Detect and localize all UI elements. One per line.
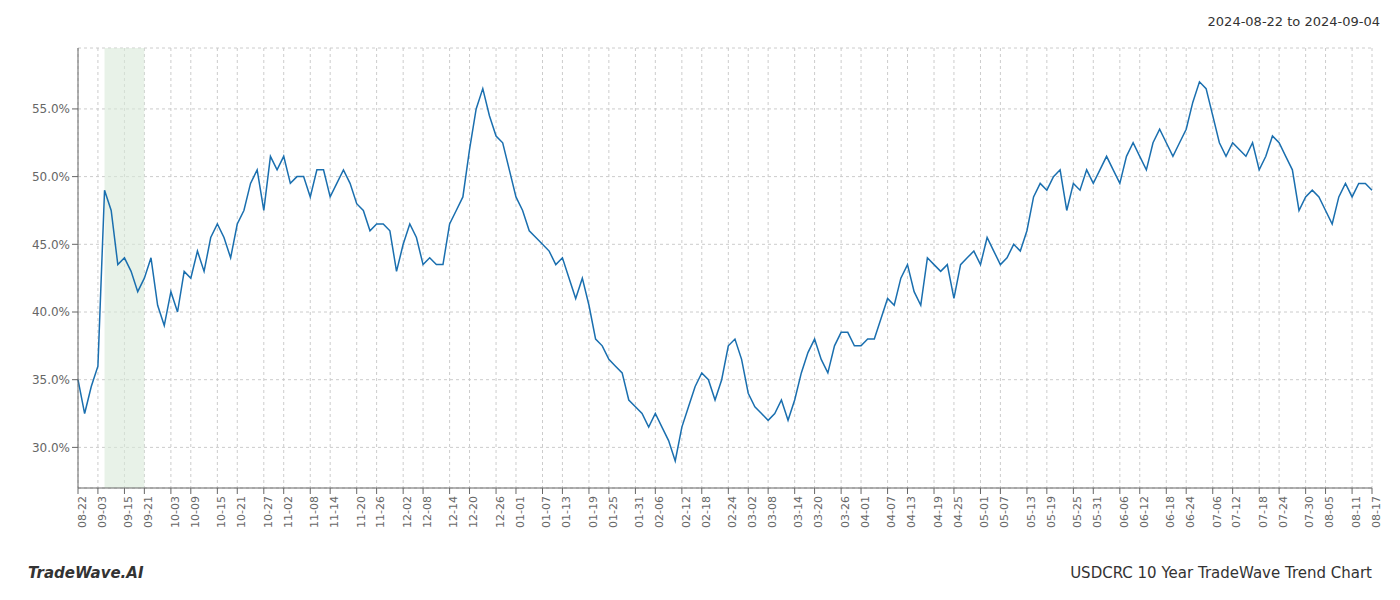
svg-text:04-19: 04-19 xyxy=(932,496,945,528)
svg-text:02-12: 02-12 xyxy=(680,496,693,528)
svg-text:01-07: 01-07 xyxy=(540,496,553,528)
svg-text:35.0%: 35.0% xyxy=(32,373,70,387)
svg-text:07-30: 07-30 xyxy=(1303,496,1316,528)
svg-text:08-17: 08-17 xyxy=(1370,496,1383,528)
svg-text:12-26: 12-26 xyxy=(494,496,507,528)
svg-text:02-24: 02-24 xyxy=(726,496,739,528)
svg-text:11-20: 11-20 xyxy=(355,496,368,528)
svg-text:40.0%: 40.0% xyxy=(32,305,70,319)
svg-text:05-31: 05-31 xyxy=(1091,496,1104,528)
svg-text:04-13: 04-13 xyxy=(905,496,918,528)
svg-text:03-20: 03-20 xyxy=(812,496,825,528)
svg-text:05-01: 05-01 xyxy=(978,496,991,528)
svg-text:02-06: 02-06 xyxy=(653,496,666,528)
svg-text:08-11: 08-11 xyxy=(1350,496,1363,528)
svg-text:05-25: 05-25 xyxy=(1071,496,1084,528)
svg-text:06-18: 06-18 xyxy=(1164,496,1177,528)
svg-text:11-02: 11-02 xyxy=(282,496,295,528)
svg-text:11-26: 11-26 xyxy=(374,496,387,528)
svg-text:07-18: 07-18 xyxy=(1257,496,1270,528)
svg-text:06-24: 06-24 xyxy=(1184,496,1197,528)
svg-text:12-02: 12-02 xyxy=(401,496,414,528)
svg-text:01-25: 01-25 xyxy=(607,496,620,528)
svg-text:05-13: 05-13 xyxy=(1025,496,1038,528)
svg-text:05-07: 05-07 xyxy=(998,496,1011,528)
svg-text:05-19: 05-19 xyxy=(1045,496,1058,528)
svg-text:01-01: 01-01 xyxy=(514,496,527,528)
svg-text:12-14: 12-14 xyxy=(447,496,460,528)
svg-text:01-13: 01-13 xyxy=(560,496,573,528)
svg-text:01-19: 01-19 xyxy=(587,496,600,528)
svg-text:10-03: 10-03 xyxy=(169,496,182,528)
svg-text:04-07: 04-07 xyxy=(885,496,898,528)
html-text:USDCRC 10 Year TradeWave Trend: USDCRC 10 Year TradeWave Trend Chart xyxy=(1070,564,1372,582)
svg-text:08-05: 08-05 xyxy=(1323,496,1336,528)
svg-text:12-20: 12-20 xyxy=(467,496,480,528)
svg-text:30.0%: 30.0% xyxy=(32,441,70,455)
svg-text:12-08: 12-08 xyxy=(421,496,434,528)
svg-text:45.0%: 45.0% xyxy=(32,238,70,252)
svg-text:02-18: 02-18 xyxy=(700,496,713,528)
svg-text:04-25: 04-25 xyxy=(952,496,965,528)
html-text:TradeWave.AI: TradeWave.AI xyxy=(28,564,144,582)
svg-text:50.0%: 50.0% xyxy=(32,170,70,184)
svg-text:09-21: 09-21 xyxy=(142,496,155,528)
svg-text:09-03: 09-03 xyxy=(96,496,109,528)
svg-text:55.0%: 55.0% xyxy=(32,102,70,116)
svg-text:10-21: 10-21 xyxy=(235,496,248,528)
svg-text:06-12: 06-12 xyxy=(1138,496,1151,528)
svg-text:08-22: 08-22 xyxy=(76,496,89,528)
svg-text:11-08: 11-08 xyxy=(308,496,321,528)
svg-text:01-31: 01-31 xyxy=(633,496,646,528)
svg-text:03-08: 03-08 xyxy=(766,496,779,528)
svg-text:04-01: 04-01 xyxy=(859,496,872,528)
svg-text:10-09: 10-09 xyxy=(189,496,202,528)
svg-text:07-06: 07-06 xyxy=(1211,496,1224,528)
svg-text:03-26: 03-26 xyxy=(839,496,852,528)
svg-text:03-02: 03-02 xyxy=(746,496,759,528)
svg-text:07-12: 07-12 xyxy=(1230,496,1243,528)
svg-text:09-15: 09-15 xyxy=(122,496,135,528)
svg-text:10-15: 10-15 xyxy=(215,496,228,528)
svg-text:06-06: 06-06 xyxy=(1118,496,1131,528)
svg-text:11-14: 11-14 xyxy=(328,496,341,528)
html-text:2024-08-22 to 2024-09-04: 2024-08-22 to 2024-09-04 xyxy=(1207,14,1380,29)
svg-text:07-24: 07-24 xyxy=(1277,496,1290,528)
svg-text:10-27: 10-27 xyxy=(262,496,275,528)
svg-text:03-14: 03-14 xyxy=(792,496,805,528)
